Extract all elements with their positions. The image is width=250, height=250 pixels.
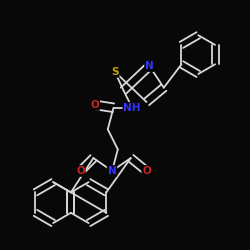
Text: N: N bbox=[145, 61, 154, 71]
Text: S: S bbox=[111, 67, 119, 77]
Text: NH: NH bbox=[124, 103, 141, 113]
Text: N: N bbox=[108, 166, 116, 176]
Text: O: O bbox=[90, 100, 99, 110]
Text: O: O bbox=[142, 166, 151, 176]
Text: O: O bbox=[76, 166, 85, 176]
